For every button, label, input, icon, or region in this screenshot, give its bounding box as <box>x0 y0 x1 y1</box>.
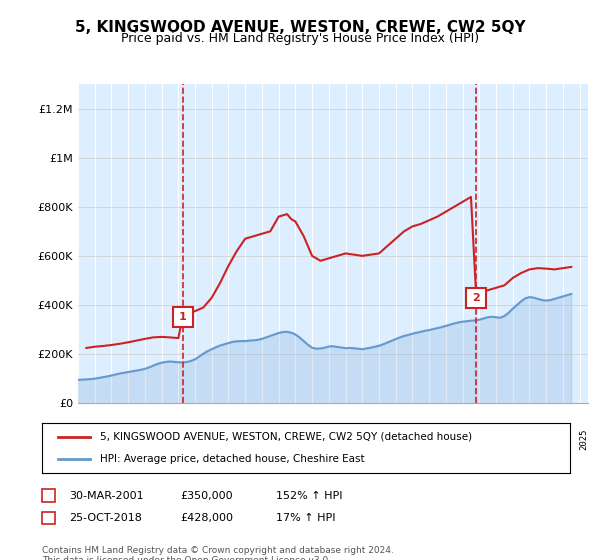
Text: 2025: 2025 <box>580 429 589 450</box>
Text: 2020: 2020 <box>496 429 505 450</box>
Text: 2023: 2023 <box>546 429 555 450</box>
Text: 1999: 1999 <box>145 429 154 450</box>
Text: 2018: 2018 <box>463 429 472 450</box>
Text: 2007: 2007 <box>278 429 287 450</box>
Text: 5, KINGSWOOD AVENUE, WESTON, CREWE, CW2 5QY (detached house): 5, KINGSWOOD AVENUE, WESTON, CREWE, CW2 … <box>100 432 472 442</box>
Text: 2016: 2016 <box>429 429 438 450</box>
Text: 2019: 2019 <box>479 429 488 450</box>
Text: 25-OCT-2018: 25-OCT-2018 <box>69 513 142 523</box>
Text: 2000: 2000 <box>161 429 170 450</box>
Text: 2017: 2017 <box>446 429 455 450</box>
Text: 2008: 2008 <box>295 429 304 450</box>
Text: 2014: 2014 <box>396 429 405 450</box>
Text: 2003: 2003 <box>212 429 221 450</box>
Text: 1: 1 <box>45 491 52 501</box>
Text: 2022: 2022 <box>529 429 538 450</box>
Text: 2002: 2002 <box>195 429 204 450</box>
Text: 1: 1 <box>179 312 187 322</box>
Text: 2011: 2011 <box>346 429 355 450</box>
Text: 17% ↑ HPI: 17% ↑ HPI <box>276 513 335 523</box>
Text: Contains HM Land Registry data © Crown copyright and database right 2024.
This d: Contains HM Land Registry data © Crown c… <box>42 546 394 560</box>
Text: 152% ↑ HPI: 152% ↑ HPI <box>276 491 343 501</box>
Text: Price paid vs. HM Land Registry's House Price Index (HPI): Price paid vs. HM Land Registry's House … <box>121 32 479 45</box>
Text: 2001: 2001 <box>178 429 187 450</box>
Text: 2013: 2013 <box>379 429 388 450</box>
Text: 2006: 2006 <box>262 429 271 450</box>
Text: 5, KINGSWOOD AVENUE, WESTON, CREWE, CW2 5QY: 5, KINGSWOOD AVENUE, WESTON, CREWE, CW2 … <box>74 20 526 35</box>
Text: 2009: 2009 <box>312 429 321 450</box>
Text: £350,000: £350,000 <box>180 491 233 501</box>
Text: 2005: 2005 <box>245 429 254 450</box>
Text: HPI: Average price, detached house, Cheshire East: HPI: Average price, detached house, Ches… <box>100 454 365 464</box>
Text: 2015: 2015 <box>412 429 421 450</box>
Text: 2: 2 <box>472 293 480 303</box>
Text: 30-MAR-2001: 30-MAR-2001 <box>69 491 143 501</box>
Text: 2012: 2012 <box>362 429 371 450</box>
Text: 1997: 1997 <box>112 429 121 450</box>
Text: 1998: 1998 <box>128 429 137 450</box>
Text: 2021: 2021 <box>513 429 522 450</box>
Text: 1996: 1996 <box>95 429 104 450</box>
Text: 1995: 1995 <box>78 429 87 450</box>
Text: 2: 2 <box>45 513 52 523</box>
Text: 2024: 2024 <box>563 429 572 450</box>
Text: 2004: 2004 <box>229 429 238 450</box>
Text: £428,000: £428,000 <box>180 513 233 523</box>
Text: 2010: 2010 <box>329 429 338 450</box>
